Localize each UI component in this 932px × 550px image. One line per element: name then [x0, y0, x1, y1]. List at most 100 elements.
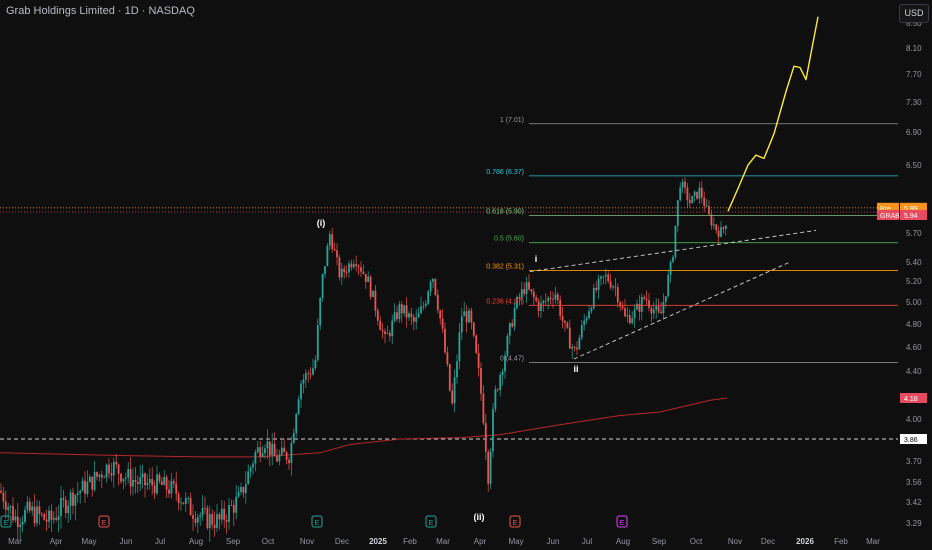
candle-body — [40, 513, 43, 515]
candle-body — [542, 300, 545, 304]
candle-body — [420, 306, 422, 314]
candle-body — [547, 297, 550, 302]
candle-body — [151, 479, 154, 486]
candle-body — [285, 452, 288, 460]
candle-body — [460, 316, 463, 333]
candle-body — [76, 493, 79, 495]
candle-body — [396, 312, 398, 320]
candle-body — [338, 257, 341, 278]
candle-body — [607, 274, 610, 282]
candle-body — [434, 278, 437, 295]
upper-trendline — [529, 229, 817, 272]
candle-body — [261, 453, 264, 457]
candle-body — [194, 518, 197, 523]
candle-body — [252, 463, 254, 468]
candle-body — [576, 347, 578, 350]
candle-body — [2, 492, 5, 502]
candle-body — [230, 505, 233, 506]
x-tick-label: Sep — [226, 537, 241, 546]
candle-body — [225, 520, 228, 522]
candle-body — [710, 214, 713, 226]
candle-body — [484, 423, 487, 452]
candle-body — [374, 290, 377, 311]
price-badge: GRAB 5.94 — [877, 210, 927, 220]
candle-body — [268, 441, 271, 456]
price-badge-value: 5.99 — [904, 206, 918, 213]
candle-body — [9, 506, 12, 507]
x-tick-label: Mar — [8, 537, 22, 546]
wave-label: ii — [573, 364, 578, 374]
candle-body — [537, 300, 540, 311]
fib-level-label: 0.5 (5.60) — [494, 236, 524, 243]
candle-body — [86, 482, 89, 494]
candle-body — [127, 469, 130, 478]
candle-body — [568, 327, 571, 349]
candle-body — [62, 498, 65, 500]
candle-body — [208, 514, 211, 528]
x-tick-label: Mar — [436, 537, 450, 546]
currency-button[interactable]: USD — [899, 4, 929, 23]
candle-body — [715, 224, 718, 231]
candle-body — [422, 306, 425, 307]
candle-body — [532, 291, 535, 298]
candle-body — [492, 409, 494, 452]
candle-body — [36, 506, 38, 524]
candle-body — [559, 300, 562, 317]
x-tick-label: Nov — [728, 537, 742, 546]
candle-body — [132, 480, 134, 487]
candle-body — [316, 325, 319, 360]
candle-body — [674, 225, 677, 257]
candle-body — [304, 373, 307, 380]
x-tick-label: Dec — [761, 537, 775, 546]
candle-body — [482, 393, 485, 424]
candle-body — [283, 447, 286, 453]
x-tick-label: Oct — [690, 537, 703, 546]
price-badge: 4.18 — [900, 393, 927, 403]
x-tick-label: Feb — [403, 537, 417, 546]
candle-body — [160, 481, 163, 485]
candle-body — [91, 476, 94, 490]
candle-body — [573, 346, 576, 348]
candle-body — [614, 286, 617, 288]
candle-body — [74, 495, 77, 506]
candle-body — [117, 464, 120, 474]
candle-body — [21, 521, 24, 525]
candle-body — [213, 524, 216, 528]
candle-body — [448, 364, 451, 391]
candle-body — [182, 502, 185, 504]
candle-body — [189, 497, 192, 516]
candle-body — [372, 290, 374, 297]
candle-body — [667, 275, 670, 297]
candle-body — [516, 296, 518, 309]
candle-body — [340, 268, 343, 278]
candle-body — [324, 266, 326, 275]
candle-body — [664, 296, 667, 302]
candle-body — [597, 278, 600, 290]
candle-body — [432, 278, 434, 282]
candle-body — [628, 315, 631, 324]
candle-body — [319, 297, 322, 326]
candle-body — [592, 287, 595, 309]
candle-body — [180, 502, 182, 504]
candle-body — [424, 303, 427, 306]
candle-body — [662, 302, 665, 314]
price-badge-box — [900, 202, 927, 213]
candle-body — [520, 289, 523, 298]
candle-body — [554, 294, 557, 300]
candle-body — [120, 473, 122, 482]
candle-body — [292, 433, 295, 443]
candle-body — [698, 187, 701, 199]
candle-body — [352, 264, 355, 268]
candle-body — [321, 274, 324, 298]
candle-body — [254, 452, 257, 464]
wave-label: i — [535, 254, 538, 264]
candle-body — [417, 313, 420, 318]
candle-body — [600, 276, 602, 279]
candle-body — [93, 472, 96, 490]
candle-body — [441, 318, 444, 329]
candle-body — [50, 510, 53, 520]
candle-body — [540, 303, 542, 311]
candle-body — [506, 335, 509, 356]
candle-body — [216, 514, 218, 528]
